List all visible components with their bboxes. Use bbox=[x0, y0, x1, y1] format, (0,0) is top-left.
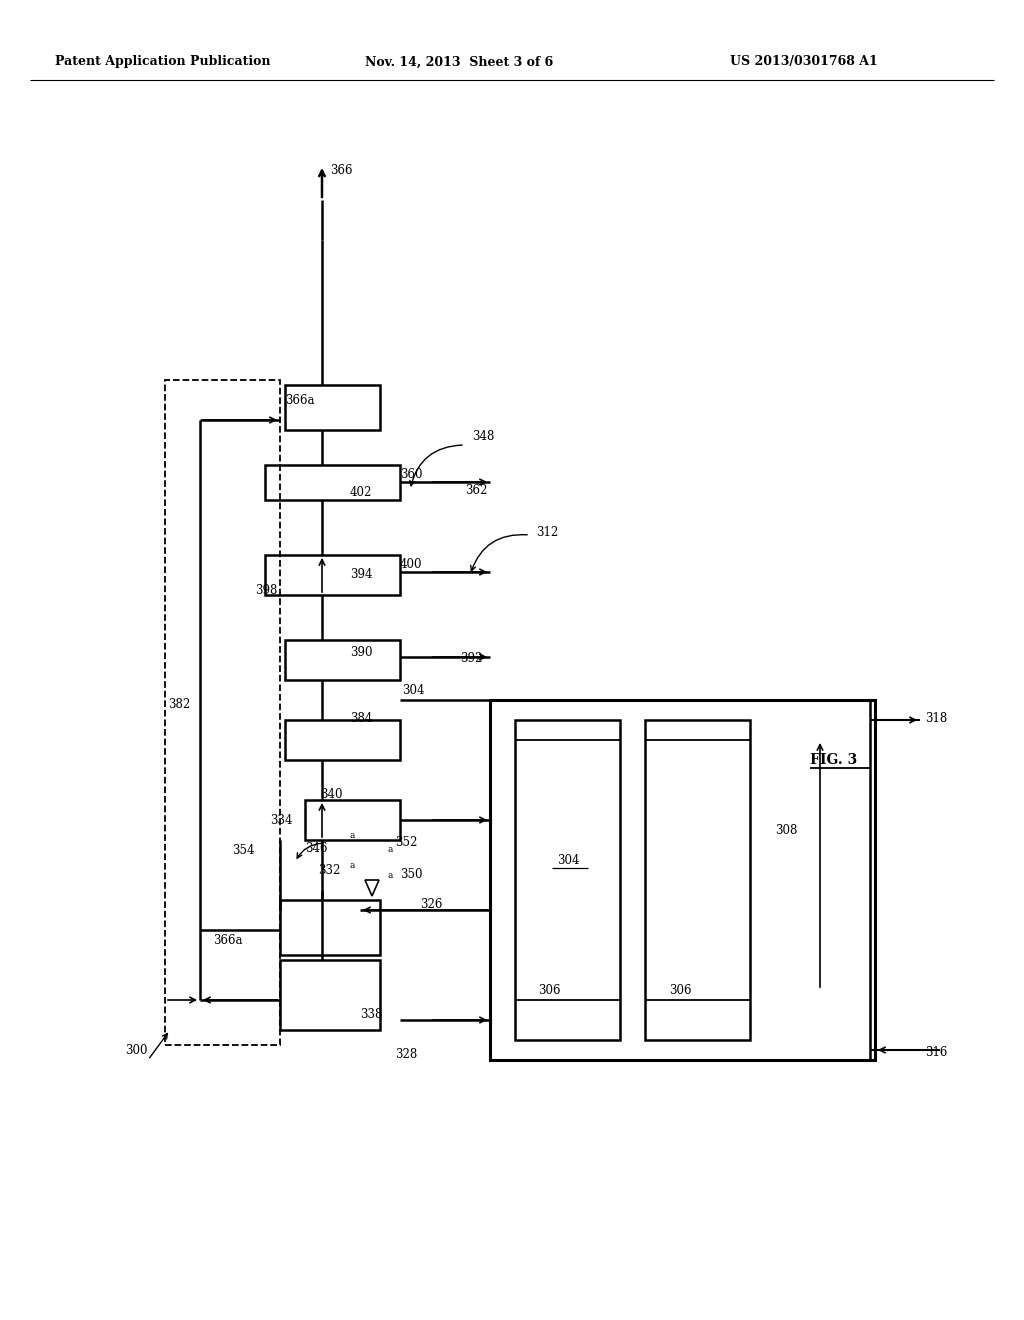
Text: 366a: 366a bbox=[213, 933, 243, 946]
Text: a: a bbox=[349, 861, 354, 870]
Text: 338: 338 bbox=[360, 1008, 382, 1022]
Text: 340: 340 bbox=[319, 788, 342, 801]
Text: 348: 348 bbox=[472, 430, 495, 444]
Text: 366a: 366a bbox=[285, 393, 314, 407]
Text: a: a bbox=[387, 870, 392, 879]
Bar bbox=[490, 700, 874, 1060]
Text: US 2013/0301768 A1: US 2013/0301768 A1 bbox=[730, 55, 878, 69]
Text: 308: 308 bbox=[775, 824, 798, 837]
Text: 312: 312 bbox=[536, 525, 558, 539]
Bar bbox=[285, 719, 400, 760]
Text: 300: 300 bbox=[125, 1044, 147, 1056]
Text: 398: 398 bbox=[255, 583, 278, 597]
Bar bbox=[305, 800, 400, 840]
Bar bbox=[285, 385, 380, 430]
Text: FIG. 3: FIG. 3 bbox=[810, 752, 857, 767]
Text: 306: 306 bbox=[669, 983, 691, 997]
Text: 390: 390 bbox=[350, 645, 373, 659]
Text: 362: 362 bbox=[465, 483, 487, 496]
Text: 328: 328 bbox=[395, 1048, 417, 1061]
Text: 318: 318 bbox=[925, 711, 947, 725]
Text: 350: 350 bbox=[400, 869, 423, 882]
Text: Nov. 14, 2013  Sheet 3 of 6: Nov. 14, 2013 Sheet 3 of 6 bbox=[365, 55, 553, 69]
Text: 352: 352 bbox=[395, 837, 418, 850]
Text: 400: 400 bbox=[400, 558, 423, 572]
Bar bbox=[280, 900, 380, 954]
Bar bbox=[280, 960, 380, 1030]
Text: 354: 354 bbox=[232, 843, 255, 857]
Text: 366: 366 bbox=[330, 164, 352, 177]
Text: 394: 394 bbox=[350, 569, 373, 582]
Bar bbox=[285, 640, 400, 680]
Text: 360: 360 bbox=[400, 469, 423, 482]
Text: 316: 316 bbox=[925, 1045, 947, 1059]
Text: 384: 384 bbox=[350, 711, 373, 725]
Bar bbox=[265, 554, 400, 595]
Text: 332: 332 bbox=[318, 863, 340, 876]
Text: 304: 304 bbox=[402, 684, 425, 697]
Text: Patent Application Publication: Patent Application Publication bbox=[55, 55, 270, 69]
Text: 346: 346 bbox=[305, 842, 328, 854]
Text: 306: 306 bbox=[538, 983, 560, 997]
Bar bbox=[645, 719, 750, 1040]
Bar bbox=[265, 465, 400, 500]
Text: a: a bbox=[349, 830, 354, 840]
Bar bbox=[165, 380, 280, 1045]
Text: 334: 334 bbox=[270, 813, 293, 826]
Bar bbox=[515, 719, 620, 1040]
Text: 402: 402 bbox=[350, 486, 373, 499]
Text: 326: 326 bbox=[420, 899, 442, 912]
Text: 304: 304 bbox=[557, 854, 580, 866]
Text: 382: 382 bbox=[168, 698, 190, 711]
Text: 392: 392 bbox=[460, 652, 482, 664]
Text: a: a bbox=[387, 846, 392, 854]
